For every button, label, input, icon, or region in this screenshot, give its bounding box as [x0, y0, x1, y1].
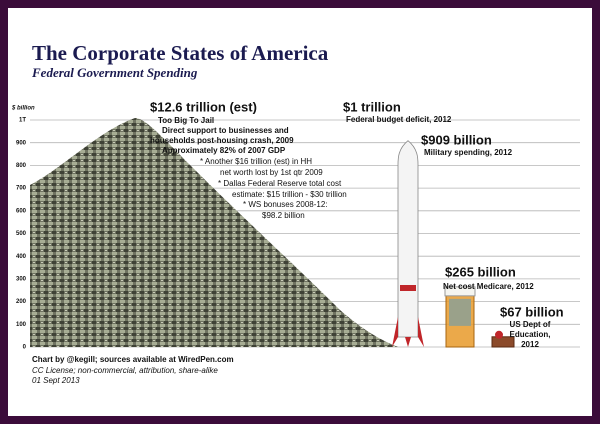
category-label: Net cost Medicare, 2012 — [443, 282, 534, 291]
y-axis-label: $ billion — [11, 106, 35, 112]
y-tick-label: 300 — [16, 276, 27, 282]
pile-line: Approximately 82% of 2007 GDP — [162, 146, 286, 155]
y-tick-label: 700 — [16, 186, 27, 192]
bottle-cap — [444, 286, 476, 297]
y-tick-label: 900 — [16, 140, 27, 146]
subtitle: Federal Government Spending — [31, 65, 198, 80]
rocket-band — [400, 285, 416, 291]
category-text: Military spending, 2012 — [424, 148, 513, 157]
category-text: US Dept of Education, 2012 — [509, 320, 551, 349]
rocket-fin — [392, 317, 424, 347]
pile-note: * WS bonuses 2008-12: — [243, 200, 328, 209]
value-label: $265 billion — [445, 264, 516, 279]
books — [491, 336, 515, 348]
y-tick-label: 1T — [19, 118, 26, 124]
pile-note: * Another $16 trillion (est) in HH — [200, 157, 312, 166]
y-tick-label: 600 — [16, 208, 27, 214]
pile-lines: Too Big To Jail Direct support to busine… — [150, 116, 294, 155]
credit: Chart by @kegill; sources available at W… — [32, 355, 234, 364]
cash-roll — [449, 298, 471, 326]
rocket — [397, 140, 419, 338]
pile-note: estimate: $15 trillion - $30 trillion — [232, 190, 347, 199]
apple — [495, 330, 503, 339]
deficit-headline: $1 trillion — [343, 99, 401, 114]
category-label: US Dept of Education, 2012 — [509, 320, 551, 349]
y-tick-label: 200 — [16, 299, 27, 305]
pile-line: Direct support to businesses and — [162, 126, 289, 135]
pile-line: Too Big To Jail — [158, 116, 214, 125]
license: CC License; non-commercial, attribution,… — [32, 366, 218, 375]
y-tick-label: 400 — [16, 254, 27, 260]
y-tick-label: 500 — [16, 231, 27, 237]
y-tick-label: 800 — [16, 163, 27, 169]
value-label: $909 billion — [421, 132, 492, 147]
category-label: Military spending, 2012 — [424, 148, 513, 157]
pile-note: net worth lost by 1st qtr 2009 — [220, 168, 323, 177]
pile-headline: $12.6 trillion (est) — [150, 99, 257, 114]
value-label: $67 billion — [500, 304, 564, 319]
title: The Corporate States of America — [32, 41, 329, 65]
y-tick-label: 100 — [16, 322, 27, 328]
deficit-label: Federal budget deficit, 2012 — [346, 115, 452, 124]
category-text: Net cost Medicare, 2012 — [443, 282, 534, 291]
y-tick-label: 0 — [23, 345, 27, 351]
pile-line: households post-housing crash, 2009 — [150, 136, 294, 145]
pile-notes: * Another $16 trillion (est) in HH net w… — [200, 157, 347, 220]
pile-note: $98.2 billion — [262, 211, 305, 220]
pile-note: * Dallas Federal Reserve total cost — [218, 179, 342, 188]
money-pile — [30, 118, 398, 347]
date: 01 Sept 2013 — [32, 376, 80, 385]
